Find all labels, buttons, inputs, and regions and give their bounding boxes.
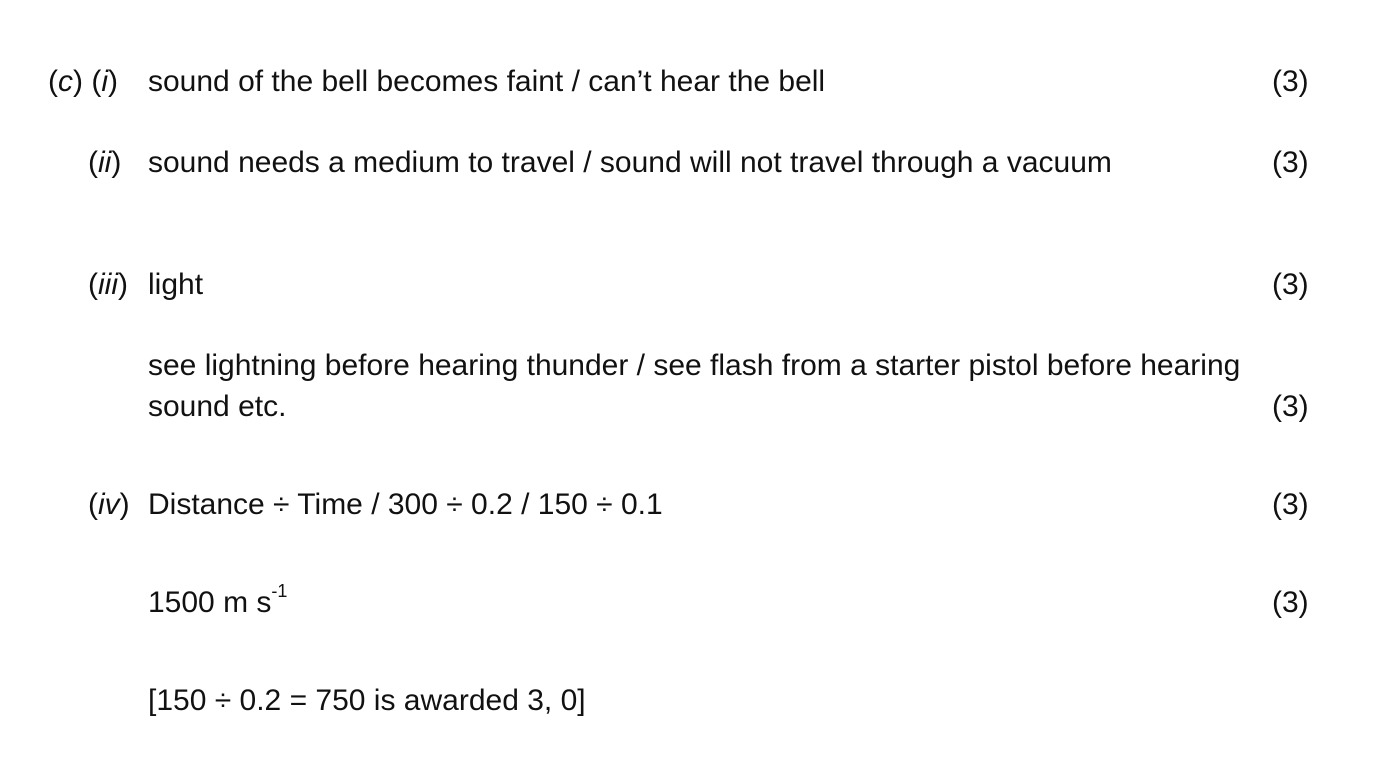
marks-c-i: (3) <box>1272 65 1309 98</box>
answer-c-iii-example-line1: see lightning before hearing thunder / s… <box>148 349 1241 382</box>
marks-c-iv-answer: (3) <box>1272 586 1309 619</box>
sub-numeral-iii: iii <box>98 268 118 301</box>
answer-c-iv-value: 1500 m s-1 <box>148 582 287 621</box>
marks-c-ii: (3) <box>1272 146 1309 179</box>
marks-c-iii: (3) <box>1272 268 1309 301</box>
sub-numeral-ii: ii <box>98 146 112 179</box>
part-label-iv: (iv) <box>88 488 130 521</box>
answer-value-text: 1500 m s <box>148 586 272 619</box>
part-label-iii: (iii) <box>88 268 128 301</box>
part-letter: c <box>58 65 73 98</box>
sub-numeral-iv: iv <box>98 488 120 521</box>
sub-numeral-i: i <box>101 65 108 98</box>
answer-exponent: -1 <box>271 581 288 601</box>
answer-c-iv-note: [150 ÷ 0.2 = 750 is awarded 3, 0] <box>148 684 586 717</box>
answer-c-i-text: sound of the bell becomes faint / can’t … <box>148 65 826 98</box>
marks-c-iii-example: (3) <box>1272 390 1309 423</box>
part-label-ii: (ii) <box>88 146 122 179</box>
answer-c-iii-text: light <box>148 268 204 301</box>
part-label-c-i: (c) (i) <box>48 65 118 98</box>
answer-c-iii-example-line2: sound etc. <box>148 390 287 423</box>
answer-c-iv-formula: Distance ÷ Time / 300 ÷ 0.2 / 150 ÷ 0.1 <box>148 488 663 521</box>
answer-c-ii-text: sound needs a medium to travel / sound w… <box>148 146 1112 179</box>
marks-c-iv: (3) <box>1272 488 1309 521</box>
